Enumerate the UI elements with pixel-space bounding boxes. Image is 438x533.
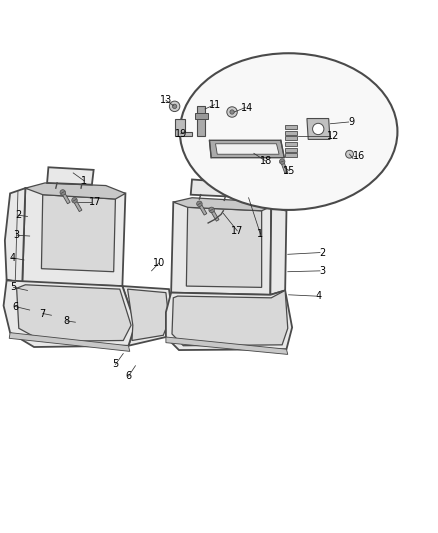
Text: 4: 4 <box>9 253 15 263</box>
Polygon shape <box>122 286 173 346</box>
Text: 1: 1 <box>257 229 263 239</box>
Polygon shape <box>285 131 297 135</box>
Text: 1: 1 <box>81 176 87 186</box>
Text: 10: 10 <box>153 258 165 268</box>
Polygon shape <box>176 118 192 136</box>
Polygon shape <box>210 209 219 221</box>
Text: 14: 14 <box>241 103 254 112</box>
Polygon shape <box>5 188 25 283</box>
Text: 16: 16 <box>353 150 365 160</box>
Text: 19: 19 <box>175 129 187 139</box>
Polygon shape <box>172 290 288 346</box>
Polygon shape <box>285 154 297 157</box>
Text: 13: 13 <box>160 95 172 105</box>
Text: 17: 17 <box>231 226 244 236</box>
Text: 4: 4 <box>315 291 321 301</box>
Polygon shape <box>22 188 125 286</box>
Ellipse shape <box>180 53 397 210</box>
Circle shape <box>209 207 214 213</box>
Polygon shape <box>9 333 130 351</box>
Text: 8: 8 <box>64 316 70 326</box>
Polygon shape <box>173 198 271 211</box>
Text: 6: 6 <box>125 371 131 381</box>
Circle shape <box>227 107 237 117</box>
Polygon shape <box>285 148 297 151</box>
Polygon shape <box>209 140 284 158</box>
Polygon shape <box>61 192 70 204</box>
Polygon shape <box>285 142 297 146</box>
Polygon shape <box>47 167 94 184</box>
Polygon shape <box>281 161 288 174</box>
Text: 17: 17 <box>89 197 101 207</box>
Text: 5: 5 <box>112 359 119 369</box>
Circle shape <box>346 150 353 158</box>
Text: 2: 2 <box>15 210 21 220</box>
Text: 6: 6 <box>12 302 18 312</box>
Polygon shape <box>171 202 271 295</box>
Polygon shape <box>197 107 205 136</box>
Circle shape <box>72 198 77 203</box>
Text: 3: 3 <box>14 230 20 240</box>
Polygon shape <box>25 183 125 199</box>
Circle shape <box>279 159 285 164</box>
Text: 5: 5 <box>11 282 17 293</box>
Text: 11: 11 <box>208 100 221 110</box>
Polygon shape <box>270 206 286 295</box>
Polygon shape <box>194 114 208 118</box>
Text: 3: 3 <box>319 266 325 276</box>
Polygon shape <box>191 180 237 197</box>
Polygon shape <box>285 125 297 129</box>
Polygon shape <box>73 199 82 212</box>
Circle shape <box>60 190 66 195</box>
Circle shape <box>170 101 180 111</box>
Text: 9: 9 <box>349 117 355 127</box>
Text: 2: 2 <box>319 247 326 257</box>
Circle shape <box>230 110 234 114</box>
Polygon shape <box>127 289 169 341</box>
Polygon shape <box>186 207 261 287</box>
Text: 15: 15 <box>283 166 296 176</box>
Polygon shape <box>307 118 330 140</box>
Polygon shape <box>166 337 288 354</box>
Polygon shape <box>166 290 292 350</box>
Circle shape <box>313 123 324 135</box>
Text: 12: 12 <box>327 131 339 141</box>
Polygon shape <box>4 280 135 347</box>
Text: 7: 7 <box>39 309 46 319</box>
Polygon shape <box>285 136 297 140</box>
Circle shape <box>173 104 177 109</box>
Circle shape <box>197 201 202 206</box>
Polygon shape <box>198 203 207 215</box>
Text: 18: 18 <box>260 156 272 166</box>
Polygon shape <box>215 144 279 154</box>
Polygon shape <box>17 285 131 341</box>
Polygon shape <box>42 195 116 272</box>
